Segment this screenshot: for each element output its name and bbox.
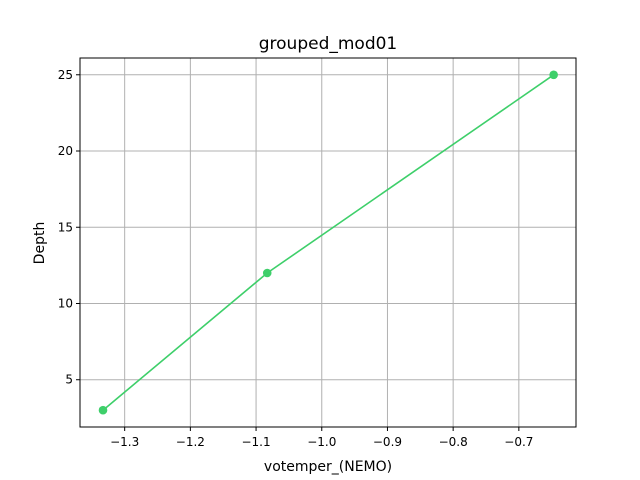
y-axis-label: Depth: [32, 222, 48, 265]
x-tick-label: −0.7: [504, 435, 533, 449]
series-line: [102, 74, 555, 411]
x-tick-label: −1.3: [110, 435, 139, 449]
y-tick-label: 20: [58, 144, 73, 158]
y-tick-label: 15: [58, 220, 73, 234]
y-tick-label: 10: [58, 296, 73, 310]
data-point: [549, 70, 558, 80]
x-tick-label: −0.9: [373, 435, 402, 449]
data-series: [98, 70, 558, 415]
y-tick-label: 5: [65, 373, 73, 387]
grid-lines: [80, 58, 576, 427]
plot-frame: [79, 57, 577, 428]
x-axis-label: votemper_(NEMO): [264, 459, 392, 475]
x-tick-label: −1.1: [241, 435, 270, 449]
x-tick-label: −1.2: [176, 435, 205, 449]
y-tick-label: 25: [58, 68, 73, 82]
chart-title: grouped_mod01: [259, 34, 398, 54]
x-tick-label: −0.8: [439, 435, 468, 449]
data-point: [262, 268, 272, 278]
x-tick-label: −1.0: [307, 435, 336, 449]
data-point: [98, 405, 108, 415]
axis-ticks: −1.3 −1.2 −1.1 −1.0 −0.9 −0.8 −0.7 5 10 15 20 25: [58, 68, 534, 449]
